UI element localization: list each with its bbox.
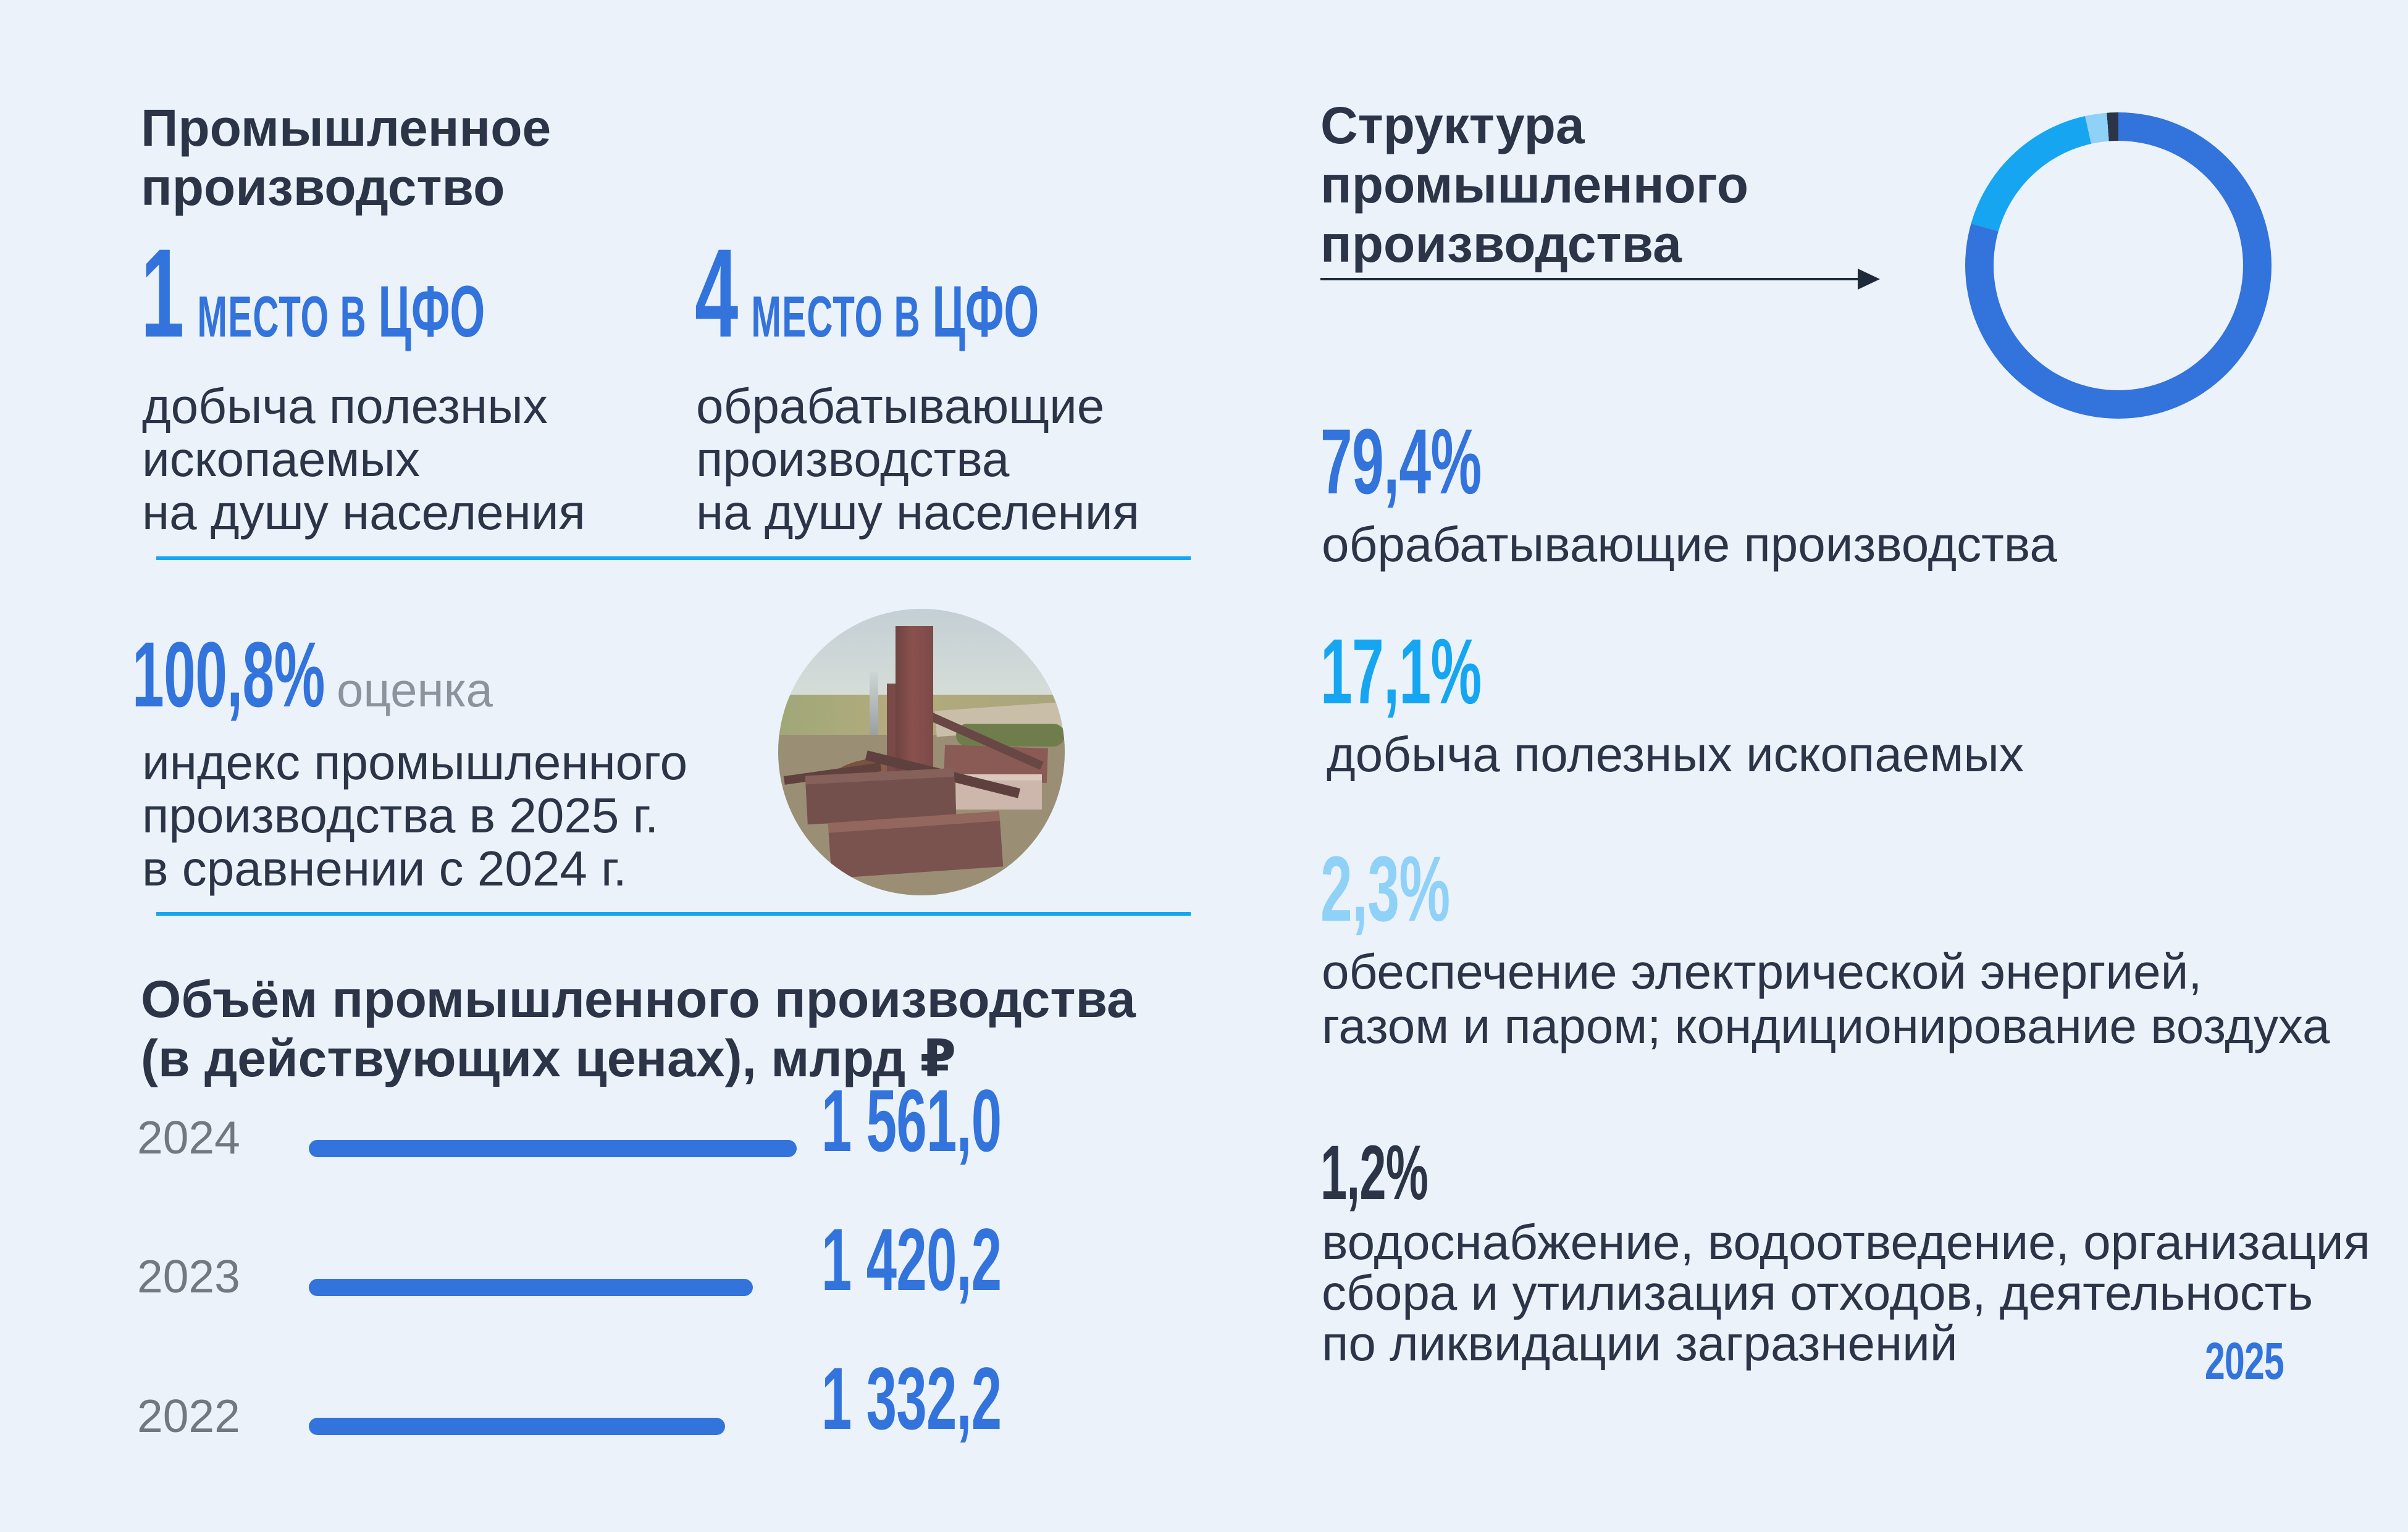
index-description: индекс промышленного производства в 2025… [142, 736, 687, 895]
segment-mining-value: 17,1% [1320, 619, 1482, 723]
rank-block-mining: 1 МЕСТО В ЦФО [141, 230, 696, 356]
rank-4-desc-line: обрабатывающие [696, 379, 1105, 433]
rank-1-place-label: МЕСТО В [197, 284, 367, 349]
segment-value-wrap: 1,2% [1320, 1134, 1494, 1212]
index-value-wrap: 100,8% [132, 628, 443, 721]
bar-value-2023: 1 420,2 [821, 1211, 1002, 1309]
bar-value-wrap: 1 561,0 [821, 1077, 1112, 1165]
year-badge-wrap: 2025 [2205, 1335, 2318, 1387]
bar-2024 [309, 1140, 797, 1157]
rank-1-district-label: ЦФО [378, 271, 485, 353]
rank-4-place-label: МЕСТО В [751, 284, 921, 349]
bar-row-year: 2022 [137, 1390, 240, 1442]
bar-value-wrap: 1 332,2 [821, 1355, 1112, 1443]
rank-1-number: 1 [141, 223, 185, 364]
structure-title: Структура промышленного производства [1320, 96, 1748, 274]
volume-chart-title: Объём промышленного производства (в дейс… [141, 969, 1136, 1088]
photo-main-tower [896, 626, 933, 776]
rank-4-row: 4 МЕСТО В ЦФО [695, 230, 1039, 356]
structure-title-line2: промышленного [1320, 156, 1749, 214]
segment-desc-line: сбора и утилизация отходов, деятельность [1322, 1265, 2314, 1320]
page-title-line1: Промышленное [141, 99, 552, 157]
segment-mining-desc: добыча полезных ископаемых [1327, 727, 2024, 782]
segment-desc-line: газом и паром; кондиционирование воздуха [1322, 998, 2330, 1053]
segment-desc-line: водоснабжение, водоотведение, организаци… [1322, 1215, 2370, 1270]
photo-workshop [805, 777, 957, 825]
segment-energy-desc: обеспечение электрической энергией, газо… [1322, 945, 2330, 1053]
rank-4-desc-line: производства [696, 432, 1010, 487]
rank-4-district-label: ЦФО [932, 271, 1039, 353]
rank-block-manufacturing: 4 МЕСТО В ЦФО [695, 230, 1250, 356]
volume-title-line2: (в действующих ценах), млрд ₽ [141, 1029, 957, 1087]
segment-manufacturing-desc: обрабатывающие производства [1322, 517, 2057, 572]
segment-desc-line: добыча полезных ископаемых [1327, 727, 2024, 782]
page-title-line2: производство [141, 158, 505, 216]
index-value: 100,8% [132, 622, 325, 726]
structure-title-line1: Структура [1320, 96, 1585, 154]
segment-desc-line: по ликвидации загразнений [1322, 1316, 1958, 1371]
index-desc-line: индекс промышленного [142, 735, 688, 790]
rank-4-description: обрабатывающие производства на душу насе… [696, 380, 1139, 539]
segment-desc-line: обрабатывающие производства [1322, 517, 2057, 572]
structure-donut-chart [1965, 112, 2272, 419]
segment-value-wrap: 17,1% [1320, 625, 1580, 718]
divider-line-top [156, 556, 1191, 560]
rank-1-desc-line: на душу населения [142, 485, 585, 540]
volume-title-line1: Объём промышленного производства [141, 970, 1136, 1028]
segment-desc-line: обеспечение электрической энергией, [1322, 944, 2202, 999]
rank-1-row: 1 МЕСТО В ЦФО [141, 230, 485, 356]
page-title: Промышленное производство [141, 98, 551, 217]
arrow-head-icon [1858, 269, 1880, 290]
rank-1-desc-line: ископаемых [142, 432, 420, 487]
segment-value-wrap: 2,3% [1320, 842, 1529, 935]
bar-2022 [309, 1418, 725, 1435]
bar-value-wrap: 1 420,2 [821, 1216, 1112, 1304]
structure-title-line3: производства [1320, 215, 1682, 273]
plant-photo [778, 609, 1065, 895]
segment-water-desc: водоснабжение, водоотведение, организаци… [1322, 1217, 2370, 1369]
bar-value-2022: 1 332,2 [821, 1350, 1002, 1448]
rank-4-desc-line: на душу населения [696, 485, 1139, 540]
bar-value-2024: 1 561,0 [821, 1072, 1002, 1170]
photo-chimney [870, 672, 879, 735]
index-desc-line: производства в 2025 г. [142, 788, 659, 843]
year-badge: 2025 [2205, 1332, 2284, 1390]
bar-row-year: 2024 [137, 1111, 240, 1163]
segment-manufacturing-value: 79,4% [1320, 409, 1482, 513]
segment-energy-value: 2,3% [1320, 837, 1450, 940]
donut-hole [1994, 141, 2243, 390]
rank-4-number: 4 [695, 223, 739, 364]
arrow-line [1320, 278, 1861, 280]
segment-water-value: 1,2% [1320, 1130, 1428, 1216]
bar-row-year: 2023 [137, 1250, 240, 1302]
divider-line-bottom [156, 912, 1191, 916]
index-note: оценка [337, 663, 493, 717]
rank-1-desc-line: добыча полезных [142, 379, 548, 433]
rank-1-description: добыча полезных ископаемых на душу насел… [142, 380, 585, 539]
segment-value-wrap: 79,4% [1320, 415, 1580, 508]
index-desc-line: в сравнении с 2024 г. [142, 841, 627, 896]
bar-2023 [309, 1279, 753, 1296]
